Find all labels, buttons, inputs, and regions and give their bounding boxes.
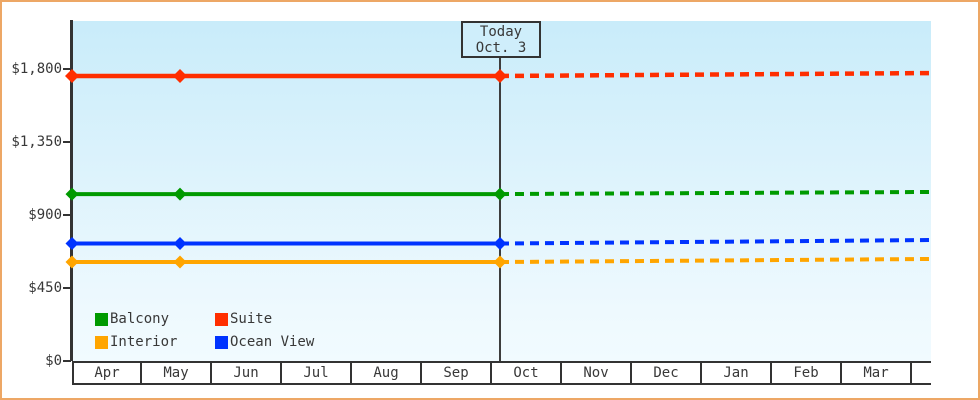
legend-swatch-ocean-view (215, 335, 228, 349)
month-cell-jan: Jan (702, 363, 772, 383)
month-cell-may: May (142, 363, 212, 383)
legend-label: Interior (110, 334, 178, 350)
month-cell-jun: Jun (212, 363, 282, 383)
month-cell-nov: Nov (562, 363, 632, 383)
month-cell-dec: Dec (632, 363, 702, 383)
month-cell-mar: Mar (842, 363, 912, 383)
x-axis-month-band: Apr May Jun Jul Aug Sep Oct Nov Dec Jan Feb Mar (72, 361, 931, 385)
legend-item-ocean-view: Ocean View (215, 335, 314, 349)
y-axis-label: $1,350 (11, 134, 62, 150)
y-axis-label: $450 (28, 280, 62, 296)
legend-item-suite: Suite (215, 312, 314, 326)
today-marker-box: Today Oct. 3 (461, 21, 541, 58)
month-cell-feb: Feb (772, 363, 842, 383)
month-cell-aug: Aug (352, 363, 422, 383)
month-cell-jul: Jul (282, 363, 352, 383)
month-cell-oct: Oct (492, 363, 562, 383)
month-cell-sep: Sep (422, 363, 492, 383)
legend: Balcony Suite Interior Ocean View (95, 312, 314, 349)
today-date: Oct. 3 (475, 40, 527, 56)
legend-item-balcony: Balcony (95, 312, 215, 326)
legend-label: Ocean View (230, 334, 315, 350)
y-axis-label: $900 (28, 207, 62, 223)
month-cell-apr: Apr (72, 363, 142, 383)
legend-swatch-balcony (95, 312, 108, 326)
y-axis-tick (63, 360, 71, 362)
today-label: Today (479, 24, 523, 40)
legend-label: Suite (230, 311, 273, 327)
legend-label: Balcony (110, 311, 170, 327)
y-axis-tick (63, 141, 71, 143)
y-axis-tick (63, 214, 71, 216)
y-axis-label: $0 (45, 353, 62, 369)
today-vertical-line (499, 57, 501, 361)
legend-item-interior: Interior (95, 335, 215, 349)
y-axis-label: $1,800 (11, 61, 62, 77)
y-axis (70, 20, 73, 361)
y-axis-tick (63, 287, 71, 289)
legend-swatch-suite (215, 312, 228, 326)
legend-swatch-interior (95, 335, 108, 349)
plot-area-background (72, 21, 931, 361)
